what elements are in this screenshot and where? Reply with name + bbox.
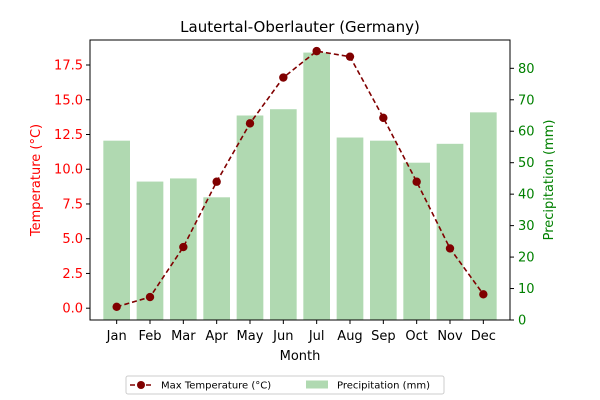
left-tick-label: 7.5 (62, 197, 83, 212)
precip-bar-aug (336, 137, 364, 320)
x-axis-ticks: Jan Feb Mar Apr May Jun Jul Aug Sep Oct Nov Dec (106, 320, 496, 344)
plot-frame (89, 39, 511, 321)
precip-bar-sep (370, 140, 397, 320)
left-tick-label: 17.5 (54, 59, 83, 74)
right-tick-label: 30 (518, 219, 535, 234)
right-axis-label: Precipitation (mm) (542, 120, 557, 241)
temp-point-dec (479, 290, 488, 299)
temp-point-mar (179, 242, 188, 252)
temp-point-nov (445, 244, 455, 253)
temp-point-sep (379, 113, 388, 123)
x-tick-label: Dec (471, 329, 496, 344)
right-tick-label: 70 (518, 93, 535, 108)
left-axis-ticks: 0.0 2.5 5.0 7.5 10.0 12.5 15.0 17.5 (54, 59, 90, 317)
precip-bar-may (236, 115, 264, 320)
temp-point-apr (212, 177, 221, 186)
left-tick-label: 5.0 (62, 232, 83, 247)
temp-point-aug (345, 52, 355, 61)
left-tick-label: 15.0 (54, 93, 83, 108)
right-tick-label: 0 (518, 314, 526, 329)
temp-point-feb (145, 292, 155, 302)
legend-marker-swatch (137, 381, 145, 389)
temp-point-jan (112, 302, 121, 311)
temp-point-oct (412, 177, 421, 186)
left-axis-label: Temperature (°C) (29, 124, 44, 237)
precip-bar-dec (470, 112, 497, 320)
left-tick-label: 0.0 (62, 302, 83, 317)
precip-bar-jul (303, 52, 330, 321)
left-tick-label: 2.5 (62, 267, 83, 282)
x-tick-label: May (237, 329, 264, 344)
right-axis-ticks: 0 10 20 30 40 50 60 70 80 (510, 62, 535, 329)
x-tick-label: Oct (405, 329, 427, 344)
temp-point-may (245, 119, 255, 128)
legend-frame (125, 375, 445, 395)
x-tick-label: Jun (272, 329, 293, 344)
temperature-series-line (116, 50, 484, 308)
precip-bar-jan (103, 140, 130, 320)
x-tick-label: Apr (205, 329, 228, 344)
x-tick-label: Nov (437, 329, 463, 344)
legend-label-precipitation: Precipitation (mm) (337, 381, 430, 392)
legend-label-temperature: Max Temperature (°C) (161, 381, 271, 392)
precip-bar-oct (403, 162, 430, 320)
right-tick-label: 20 (518, 251, 535, 266)
left-tick-label: 10.0 (54, 163, 83, 178)
legend-bar-swatch (306, 380, 328, 389)
right-tick-label: 80 (518, 62, 535, 77)
right-tick-label: 50 (518, 156, 535, 171)
x-tick-label: Feb (138, 329, 161, 344)
temp-point-jun (279, 73, 288, 82)
left-tick-label: 12.5 (54, 128, 83, 143)
axes (89, 39, 511, 321)
precipitation-bars (103, 52, 497, 321)
precip-bar-jun (270, 109, 297, 320)
x-tick-label: Mar (171, 329, 196, 344)
temp-point-jul (312, 46, 321, 56)
precip-bar-apr (203, 197, 230, 320)
right-tick-label: 60 (518, 125, 535, 140)
x-axis-label: Month (280, 349, 321, 364)
x-tick-label: Sep (371, 329, 396, 344)
legend: Max Temperature (°C) Precipitation (mm) (125, 375, 445, 395)
x-tick-label: Aug (337, 329, 362, 344)
right-tick-label: 40 (518, 188, 535, 203)
right-tick-label: 10 (518, 282, 535, 297)
chart-title: Lautertal-Oberlauter (Germany) (180, 18, 420, 36)
x-tick-label: Jul (308, 329, 325, 344)
precip-bar-nov (436, 143, 464, 320)
x-tick-label: Jan (106, 329, 127, 344)
temperature-line (112, 46, 488, 311)
